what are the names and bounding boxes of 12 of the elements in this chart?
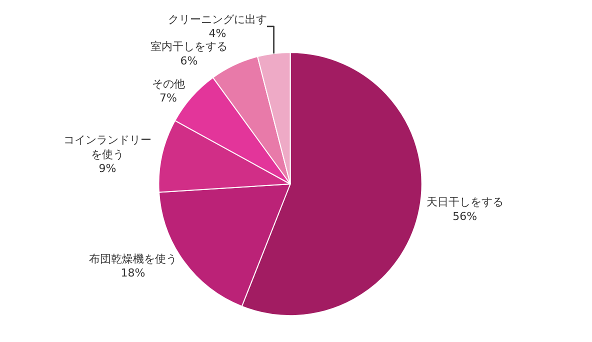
data-label: 7% [160,92,177,105]
data-label: 4% [208,27,226,40]
slice-label: 天日干しをする [426,195,504,208]
slice-label: その他 [152,77,185,90]
data-label: 6% [180,54,198,68]
slice-label: 布団乾燥機を使う [89,252,178,266]
data-label: 18% [120,266,146,280]
slice-label: クリーニングに出す [168,12,267,26]
slice-label: 室内干しをする [150,40,228,54]
data-label: 9% [98,162,116,176]
slice-label: コインランドリーを使う [63,134,152,161]
data-label: 56% [452,210,478,223]
